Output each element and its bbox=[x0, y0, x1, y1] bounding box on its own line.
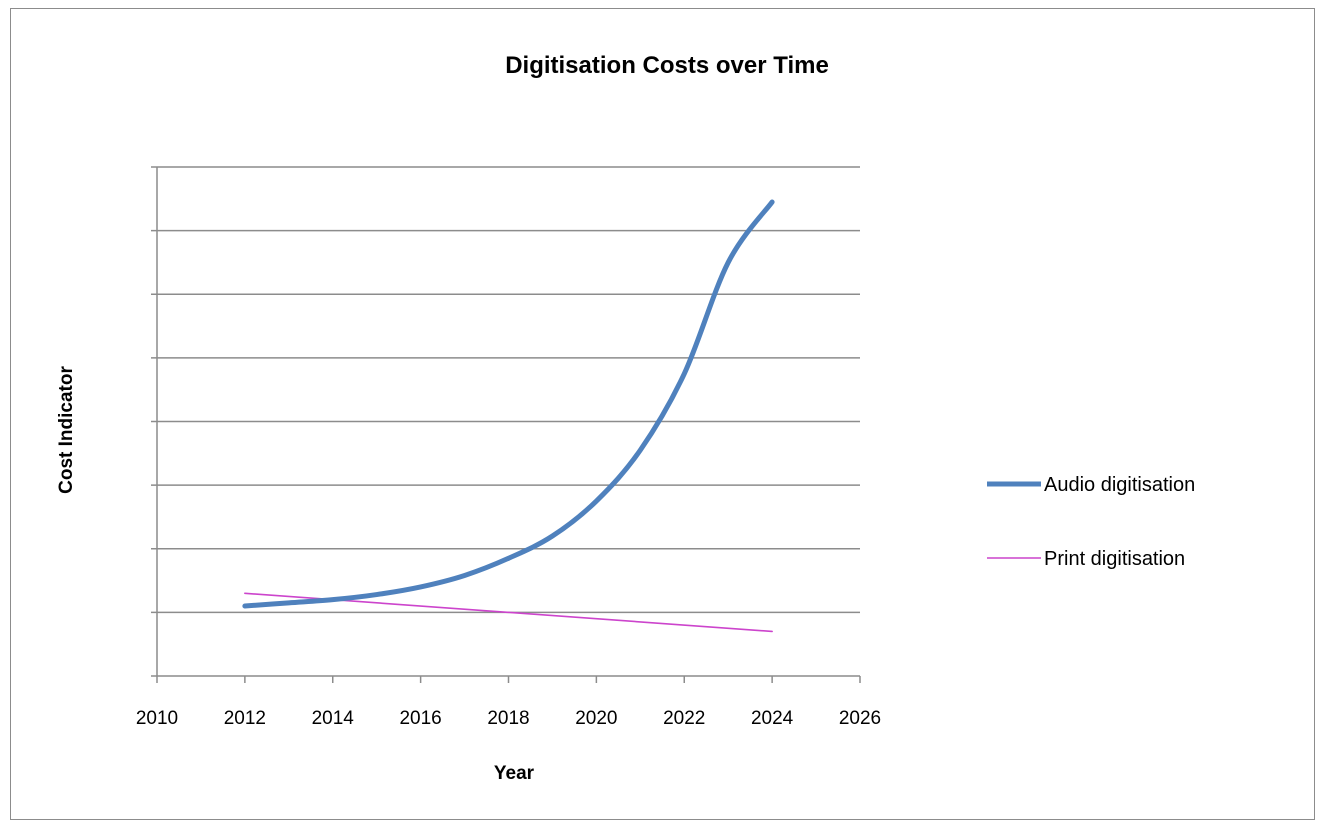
y-axis-label: Cost Indicator bbox=[56, 366, 77, 494]
series-line-audio-digitisation bbox=[242, 199, 775, 609]
x-axis-label: Year bbox=[494, 763, 535, 784]
x-tick-label-2022: 2022 bbox=[663, 708, 705, 729]
x-tick-label-2024: 2024 bbox=[751, 708, 794, 729]
x-tick-label-2016: 2016 bbox=[399, 708, 441, 729]
x-tick-label-2012: 2012 bbox=[224, 708, 266, 729]
x-tick-label-2018: 2018 bbox=[487, 708, 529, 729]
legend: Audio digitisation Print digitisation bbox=[987, 474, 1195, 570]
x-tick-label-2020: 2020 bbox=[575, 708, 617, 729]
chart-title: Digitisation Costs over Time bbox=[505, 52, 829, 79]
legend-label-print-digitisation: Print digitisation bbox=[1044, 548, 1185, 570]
legend-label-audio-digitisation: Audio digitisation bbox=[1044, 474, 1195, 496]
x-tick-label-2026: 2026 bbox=[839, 708, 881, 729]
series-layer bbox=[242, 199, 775, 633]
gridlines bbox=[151, 166, 860, 614]
x-tick-label-2014: 2014 bbox=[312, 708, 355, 729]
x-tick-label-2010: 2010 bbox=[136, 708, 178, 729]
axes: 2010 2012 2014 2016 2018 2020 2022 2024 2026 bbox=[136, 167, 881, 729]
